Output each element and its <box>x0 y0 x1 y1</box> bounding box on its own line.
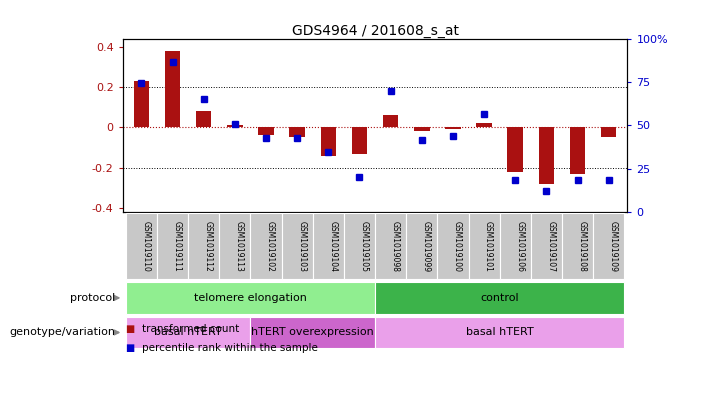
Bar <box>227 125 243 127</box>
Bar <box>352 127 367 154</box>
Bar <box>196 111 212 127</box>
Bar <box>125 317 250 348</box>
Text: control: control <box>480 293 519 303</box>
Text: GSM1019113: GSM1019113 <box>235 221 244 272</box>
Text: basal hTERT: basal hTERT <box>465 327 533 338</box>
Text: protocol: protocol <box>70 293 116 303</box>
Text: GSM1019111: GSM1019111 <box>172 221 182 272</box>
Text: GSM1019112: GSM1019112 <box>204 221 212 272</box>
Title: GDS4964 / 201608_s_at: GDS4964 / 201608_s_at <box>292 24 458 38</box>
Text: GSM1019109: GSM1019109 <box>608 221 618 272</box>
Bar <box>188 213 219 279</box>
Text: GSM1019110: GSM1019110 <box>142 221 151 272</box>
Bar <box>570 127 585 174</box>
Bar <box>165 51 180 127</box>
Bar <box>320 127 336 156</box>
Text: hTERT overexpression: hTERT overexpression <box>252 327 374 338</box>
Bar <box>508 127 523 172</box>
Bar <box>375 282 625 314</box>
Text: GSM1019104: GSM1019104 <box>328 221 337 272</box>
Bar <box>562 213 593 279</box>
Bar <box>593 213 625 279</box>
Bar <box>134 81 149 127</box>
Text: telomere elongation: telomere elongation <box>194 293 307 303</box>
Bar <box>383 115 398 127</box>
Bar <box>125 213 157 279</box>
Bar <box>250 213 282 279</box>
Bar <box>313 213 344 279</box>
Bar <box>344 213 375 279</box>
Text: ■: ■ <box>126 324 139 334</box>
Bar <box>531 213 562 279</box>
Bar <box>538 127 554 184</box>
Text: ■: ■ <box>126 343 139 353</box>
Bar <box>468 213 500 279</box>
Bar <box>375 317 625 348</box>
Bar <box>406 213 437 279</box>
Bar <box>157 213 188 279</box>
Bar <box>219 213 250 279</box>
Text: GSM1019108: GSM1019108 <box>578 221 587 272</box>
Bar <box>445 127 461 129</box>
Text: GSM1019103: GSM1019103 <box>297 221 306 272</box>
Bar <box>250 317 375 348</box>
Text: GSM1019102: GSM1019102 <box>266 221 275 272</box>
Bar <box>282 213 313 279</box>
Bar <box>258 127 274 136</box>
Bar <box>375 213 406 279</box>
Text: GSM1019106: GSM1019106 <box>515 221 524 272</box>
Text: GSM1019107: GSM1019107 <box>546 221 555 272</box>
Bar <box>601 127 616 138</box>
Text: GSM1019098: GSM1019098 <box>390 221 400 272</box>
Text: GSM1019099: GSM1019099 <box>422 220 431 272</box>
Text: GSM1019100: GSM1019100 <box>453 221 462 272</box>
Bar <box>500 213 531 279</box>
Bar <box>125 282 375 314</box>
Text: genotype/variation: genotype/variation <box>10 327 116 338</box>
Text: transformed count: transformed count <box>142 324 239 334</box>
Bar <box>437 213 468 279</box>
Bar <box>414 127 430 131</box>
Text: GSM1019101: GSM1019101 <box>484 221 493 272</box>
Text: percentile rank within the sample: percentile rank within the sample <box>142 343 318 353</box>
Bar <box>290 127 305 138</box>
Bar <box>476 123 492 127</box>
Text: GSM1019105: GSM1019105 <box>360 221 369 272</box>
Text: basal hTERT: basal hTERT <box>154 327 222 338</box>
